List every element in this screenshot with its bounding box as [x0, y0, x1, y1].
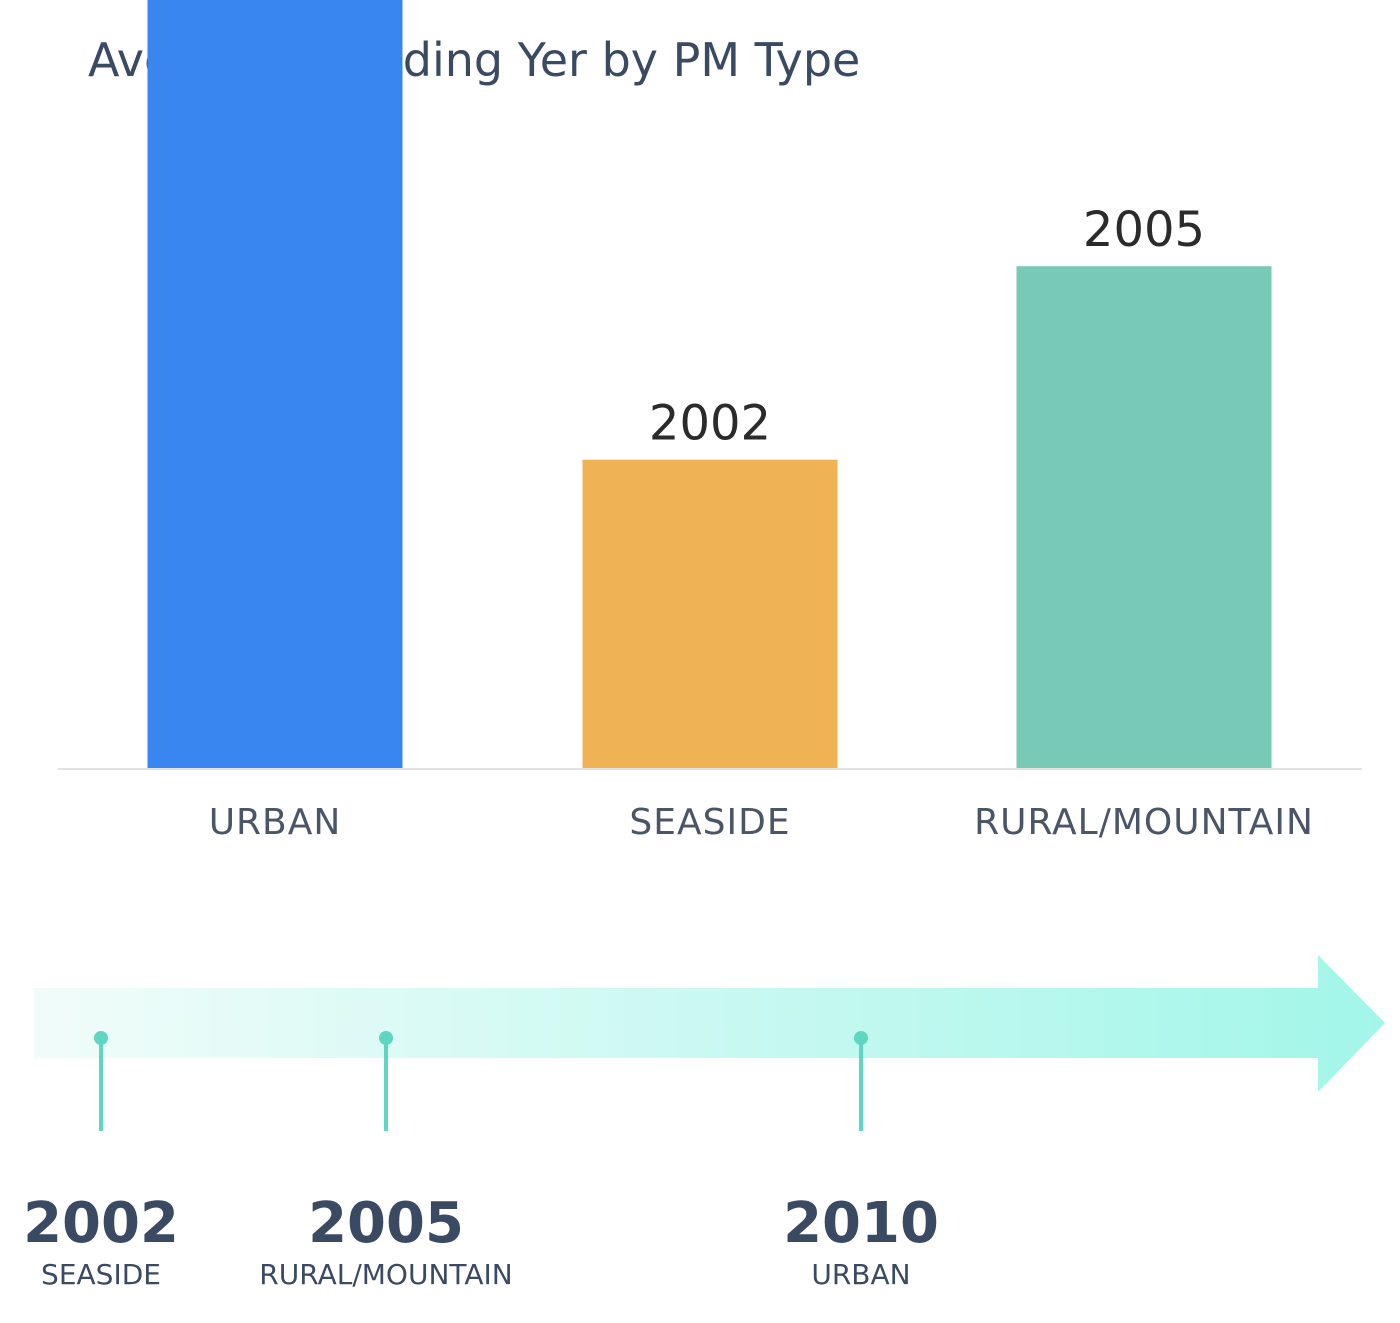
timeline-year: 2010	[783, 1191, 939, 1256]
timeline-label: RURAL/MOUNTAIN	[259, 1258, 512, 1291]
bar-seaside	[582, 459, 838, 768]
category-label: SEASIDE	[629, 802, 790, 843]
timeline-label: SEASIDE	[41, 1258, 161, 1291]
timeline-label: URBAN	[811, 1258, 910, 1291]
timeline-year: 2002	[23, 1191, 179, 1256]
category-label: URBAN	[209, 802, 342, 843]
bar-value-label: 2002	[649, 396, 771, 452]
timeline-year: 2005	[308, 1191, 464, 1256]
bar-value-label: 2005	[1083, 202, 1205, 258]
bar-urban	[147, 0, 403, 768]
timeline-marker-dot	[379, 1031, 393, 1045]
timeline-arrow	[34, 955, 1385, 1092]
timeline-marker-dot	[854, 1031, 868, 1045]
timeline-marker-dot	[94, 1031, 108, 1045]
timeline-layer: 2002SEASIDE2005RURAL/MOUNTAIN2010URBAN20…	[23, 1031, 939, 1291]
bars-layer: 2010URBAN2002SEASIDE2005RURAL/MOUNTAIN	[147, 0, 1314, 843]
category-label: RURAL/MOUNTAIN	[974, 802, 1314, 843]
bar-rural-mountain	[1016, 266, 1272, 768]
